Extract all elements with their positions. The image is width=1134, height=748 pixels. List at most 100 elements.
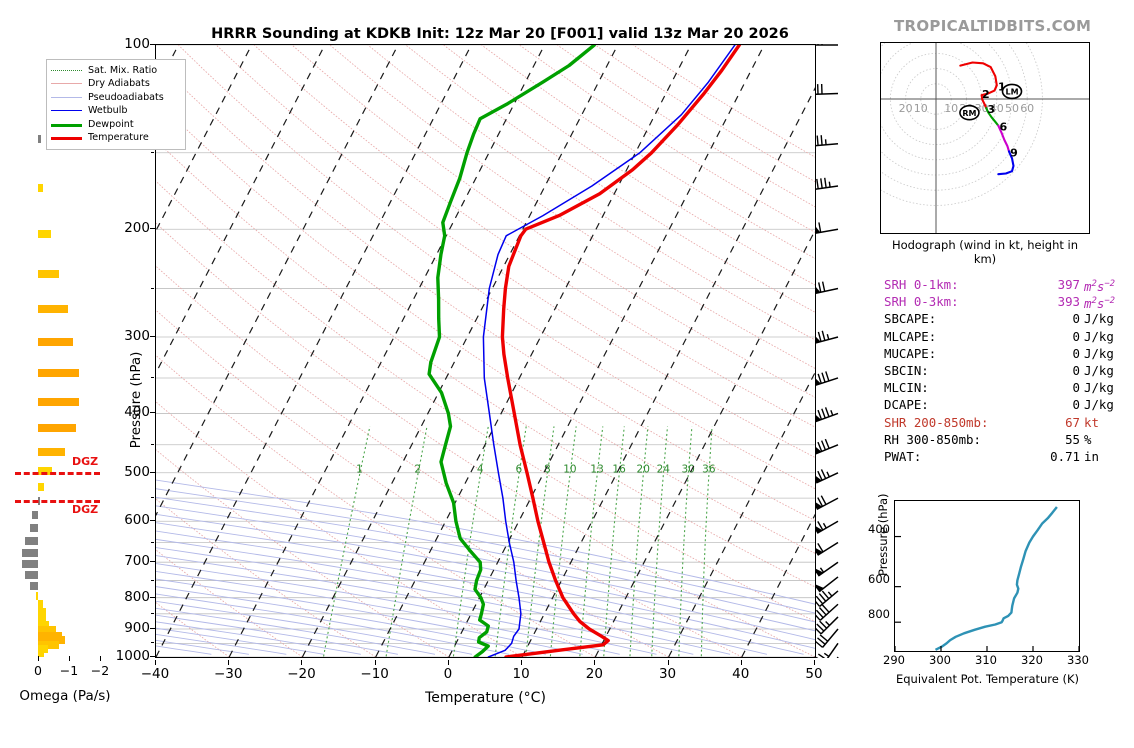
omega-bar (38, 607, 46, 616)
pressure-minor-tick (150, 497, 154, 499)
parameter-unit: J/kg (1084, 328, 1114, 344)
pressure-tick (150, 335, 155, 337)
pressure-minor-tick (150, 443, 154, 445)
legend-item-label: Sat. Mix. Ratio (88, 64, 158, 76)
temperature-axis: −40 −30 −20 −10 0 10 20 30 40 50 (141, 660, 823, 684)
parameter-value: 0 (1072, 362, 1080, 378)
pressure-tick-label: 500 (124, 463, 150, 480)
parameter-unit: % (1084, 431, 1092, 447)
wind-barb (813, 34, 838, 46)
temperature-tick (155, 660, 156, 665)
hodograph-ring-label: 60 (1020, 102, 1034, 115)
omega-tick-label: −1 (59, 663, 79, 678)
pressure-minor-tick (150, 541, 154, 543)
parameter-label: SRH 0-3km: (884, 294, 959, 310)
legend-item-label: Temperature (88, 132, 149, 144)
hodograph-ring-label: 20 (899, 102, 913, 115)
hodograph-height-label: 6 (999, 121, 1007, 134)
pressure-tick-label: 400 (124, 404, 150, 421)
legend-item-label: Dry Adiabats (88, 78, 150, 90)
hodograph-ring-label: 10 (944, 102, 958, 115)
parameter-value: 67 (1065, 414, 1080, 430)
omega-bar (30, 582, 38, 591)
omega-bar (38, 620, 50, 629)
hodograph-panel: 201010203040506012369LMRM (880, 42, 1090, 234)
omega-bar (38, 482, 45, 491)
parameter-row: SBCAPE: 0 J/kg (884, 310, 1134, 327)
wind-barb (811, 438, 839, 455)
omega-tick-label: −2 (90, 663, 110, 678)
parameter-row: DCAPE: 0 J/kg (884, 396, 1134, 413)
svg-text:4: 4 (477, 463, 484, 475)
wind-barb (811, 371, 839, 387)
svg-text:24: 24 (657, 463, 671, 475)
parameter-unit: J/kg (1084, 311, 1114, 327)
hodograph-trace (959, 61, 998, 110)
omega-bar (38, 640, 59, 649)
parameter-value: 55 (1065, 431, 1080, 447)
parameter-label: MLCIN: (884, 380, 929, 396)
parameter-row: MLCAPE: 0 J/kg (884, 328, 1134, 345)
wind-barb (813, 616, 839, 635)
pressure-tick-label: 1000 (115, 648, 150, 664)
wind-barb (812, 603, 839, 621)
pressure-minor-tick (150, 642, 154, 644)
svg-text:20: 20 (637, 463, 650, 475)
omega-bar (38, 230, 51, 239)
parameter-value: 0.71 (1050, 448, 1080, 464)
pressure-tick (150, 44, 155, 45)
legend-item-label: Wetbulb (88, 105, 128, 117)
parameter-unit: J/kg (1084, 362, 1114, 378)
hodograph-svg: 201010203040506012369LMRM (881, 43, 1089, 233)
wind-barb (814, 628, 839, 648)
omega-tick (38, 656, 39, 661)
svg-text:10: 10 (563, 463, 576, 475)
pressure-minor-tick (150, 287, 154, 289)
temperature-axis-label: Temperature (°C) (425, 690, 546, 706)
legend-item-label: Pseudoadiabats (88, 91, 164, 103)
legend-item: Sat. Mix. Ratio (51, 64, 180, 78)
pressure-tick (150, 561, 155, 563)
hodograph-ring-label: 40 (990, 102, 1004, 115)
omega-tick (69, 656, 70, 661)
parameter-unit: m2s−2 (1084, 296, 1116, 312)
pressure-tick (150, 656, 155, 657)
temperature-tick-label: 40 (732, 666, 750, 682)
omega-bar (25, 571, 38, 580)
hodograph-height-label: 9 (1010, 146, 1018, 159)
parameter-value: 393 (1057, 294, 1080, 310)
dgz-label: DGZ (72, 454, 99, 468)
hodograph-caption: Hodograph (wind in kt, height in km) (891, 238, 1079, 266)
omega-bar (38, 269, 59, 278)
thetae-panel (894, 500, 1080, 652)
parameter-unit: J/kg (1084, 380, 1114, 396)
pressure-tick-label: 600 (124, 512, 150, 529)
skewt-legend: Sat. Mix. Ratio Dry Adiabats Pseudoadiabat… (46, 59, 186, 150)
hodograph-trace (997, 150, 1015, 176)
hodograph-ring-label: 50 (1005, 102, 1019, 115)
legend-item: Wetbulb (51, 105, 180, 119)
omega-bar (38, 447, 66, 456)
pressure-tick (150, 627, 155, 629)
temperature-tick (447, 660, 449, 665)
parameter-label: RH 300-850mb: (884, 431, 981, 447)
parameter-value: 0 (1072, 311, 1080, 327)
parameter-label: PWAT: (884, 448, 922, 464)
parameter-label: MLCAPE: (884, 328, 937, 344)
hodograph-trace (985, 107, 1000, 127)
omega-bar (38, 626, 56, 635)
hodograph-height-label: 1 (998, 80, 1006, 93)
thetae-x-tick-label: 290 (883, 653, 905, 667)
pressure-tick-label: 800 (124, 588, 150, 605)
temperature-tick (594, 660, 596, 665)
thetae-x-tick-label: 320 (1021, 653, 1043, 667)
svg-text:13: 13 (590, 463, 603, 475)
omega-bar (38, 183, 43, 192)
temperature-tick (521, 660, 523, 665)
skewt-plot-area: 124681013162024303639F46F (155, 44, 816, 658)
parameter-row: SRH 0-1km: 397 m2s−2 (884, 276, 1134, 294)
pressure-minor-tick (150, 579, 154, 581)
pressure-tick-label: 100 (124, 36, 150, 52)
wind-barb (812, 83, 839, 96)
pressure-axis-label: Pressure (hPa) (128, 351, 144, 449)
